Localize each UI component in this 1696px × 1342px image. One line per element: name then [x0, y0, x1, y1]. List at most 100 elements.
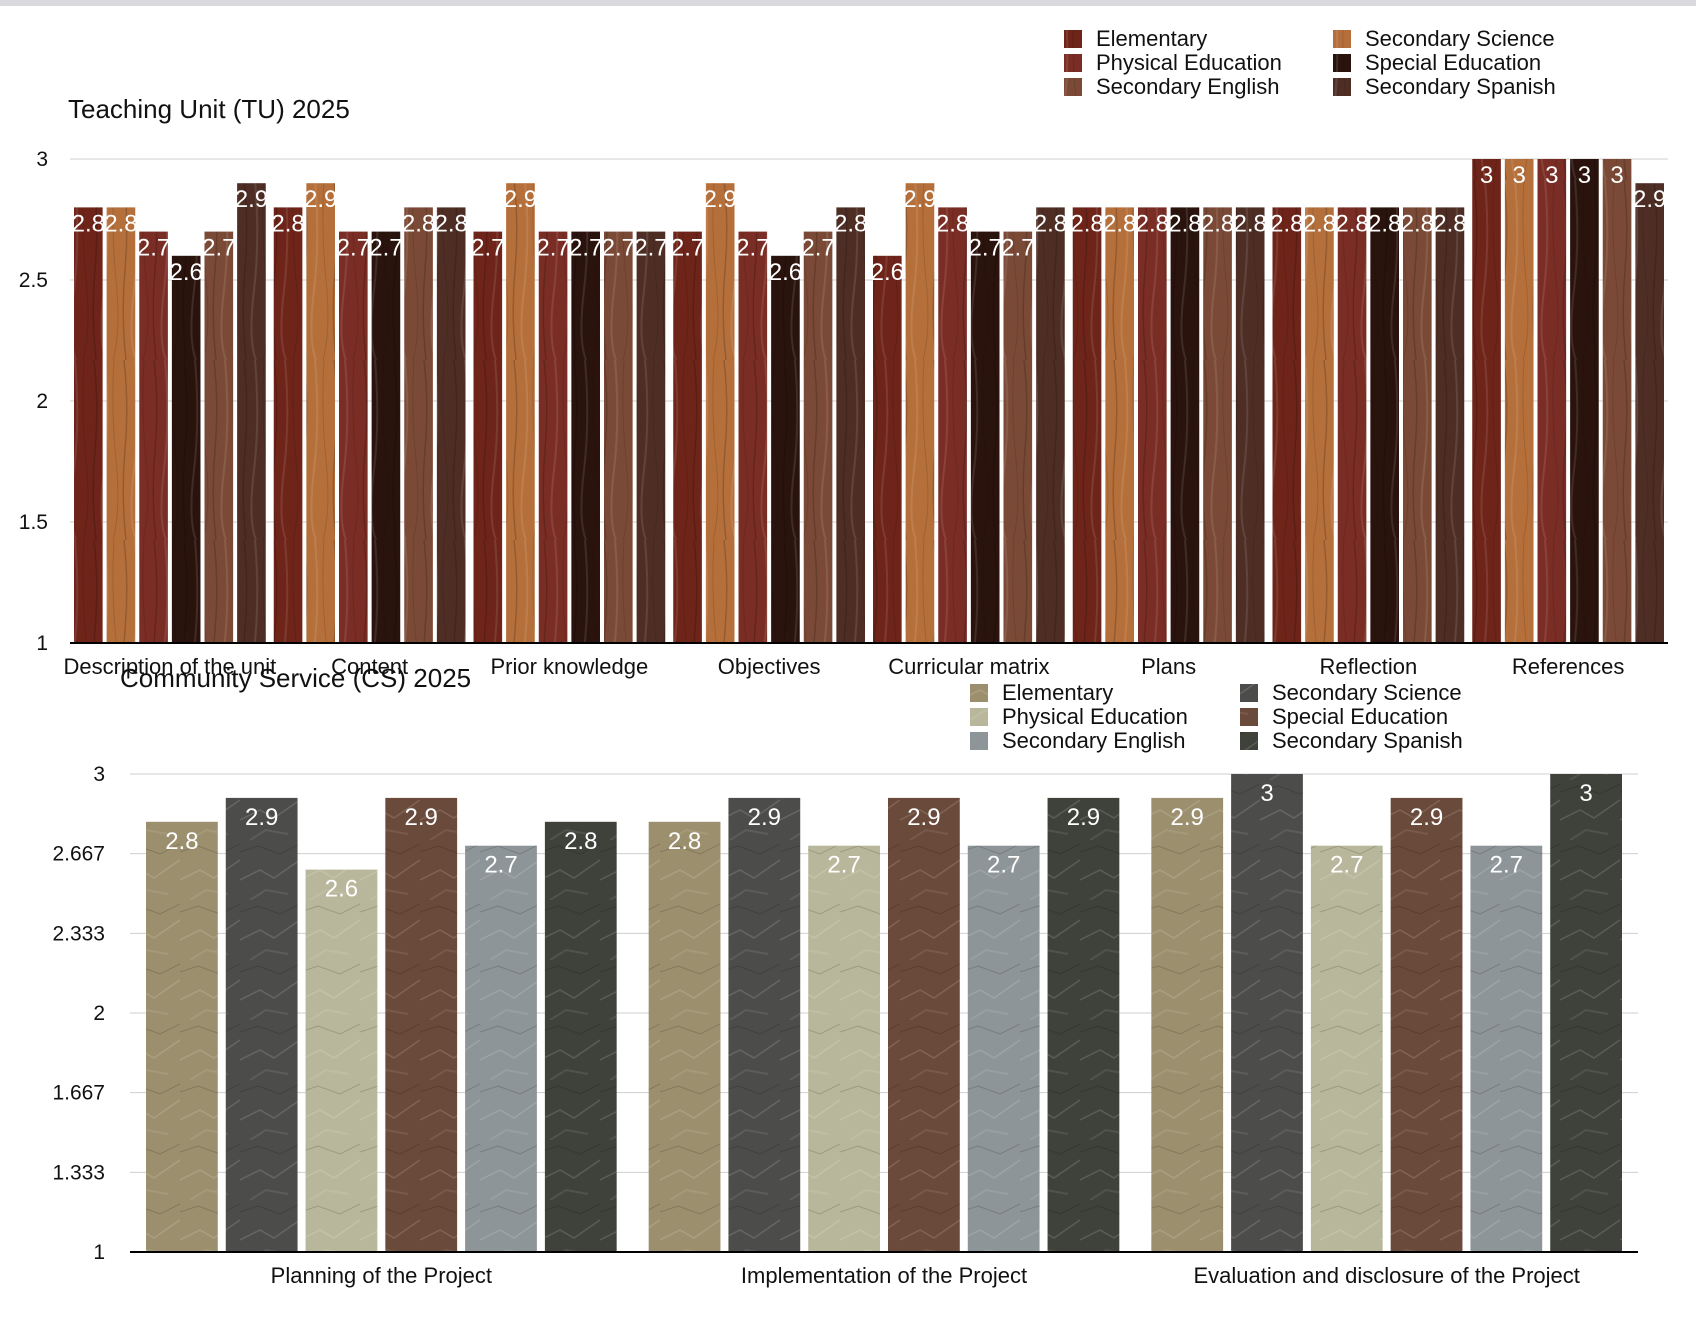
- cs-y-tick-label: 2: [93, 1002, 105, 1025]
- tu-bar-texture: [306, 183, 335, 643]
- tu-data-label: 2.8: [1136, 210, 1169, 237]
- window-top-border: [0, 0, 1696, 6]
- cs-bar-texture: [1390, 797, 1463, 1252]
- tu-data-label: 2.7: [969, 235, 1002, 262]
- tu-bar-texture: [404, 207, 433, 643]
- tu-data-label: 2.7: [337, 235, 370, 262]
- cs-bar-texture: [1231, 774, 1303, 1252]
- tu-legend-label: Secondary English: [1096, 74, 1279, 99]
- tu-data-label: 2.7: [471, 235, 504, 262]
- cs-bar-texture: [146, 821, 218, 1252]
- tu-y-tick-label: 2: [36, 390, 48, 413]
- tu-data-label: 2.8: [1168, 210, 1201, 237]
- cs-legend-label: Secondary Science: [1272, 680, 1462, 705]
- cs-x-tick-label: Implementation of the Project: [741, 1263, 1027, 1288]
- tu-data-label: 2.9: [504, 186, 537, 213]
- tu-bar-texture: [1170, 207, 1200, 643]
- cs-legend-swatch-texture: [970, 732, 988, 750]
- tu-data-label: 2.6: [871, 259, 904, 286]
- cs-bar-texture: [1310, 845, 1383, 1252]
- tu-bar-texture: [1504, 159, 1534, 643]
- tu-bar-texture: [273, 207, 303, 643]
- tu-y-tick-label: 1.5: [19, 511, 48, 534]
- tu-bar-texture: [473, 231, 503, 643]
- cs-y-tick-label: 3: [93, 763, 105, 786]
- tu-bar-texture: [705, 183, 735, 643]
- tu-bar-texture: [1305, 207, 1334, 643]
- tu-bar-texture: [171, 255, 201, 644]
- cs-data-label: 2.9: [907, 804, 940, 831]
- cs-bar-texture: [967, 845, 1040, 1252]
- tu-bar-texture: [1370, 207, 1399, 643]
- tu-x-tick-label: Description of the unit: [63, 654, 276, 679]
- tu-data-label: 2.7: [736, 235, 769, 262]
- cs-bar-texture: [225, 797, 298, 1252]
- tu-data-label: 2.8: [1368, 210, 1401, 237]
- tu-data-label: 2.8: [1270, 210, 1303, 237]
- tu-bar-texture: [803, 231, 833, 643]
- cs-legend-swatch-texture: [970, 684, 988, 702]
- tu-bar-texture: [1537, 159, 1567, 643]
- tu-data-label: 2.8: [1433, 210, 1466, 237]
- tu-bar-texture: [771, 255, 800, 644]
- tu-data-label: 2.7: [602, 235, 635, 262]
- tu-legend-swatch-texture: [1064, 78, 1082, 96]
- tu-legend-label: Physical Education: [1096, 50, 1282, 75]
- cs-bar-texture: [465, 845, 537, 1252]
- tu-bar-texture: [836, 207, 865, 643]
- tu-legend-label: Elementary: [1096, 26, 1207, 51]
- tu-bar-texture: [604, 231, 633, 643]
- tu-bar-texture: [1072, 207, 1102, 643]
- tu-data-label: 2.9: [304, 186, 337, 213]
- cs-data-label: 2.8: [564, 828, 597, 855]
- tu-data-label: 2.8: [936, 210, 969, 237]
- tu-data-label: 2.6: [769, 259, 802, 286]
- cs-bar-texture: [1047, 797, 1120, 1252]
- cs-y-tick-label: 2.667: [52, 843, 105, 866]
- tu-data-label: 2.9: [1633, 186, 1666, 213]
- tu-x-tick-label: Curricular matrix: [888, 654, 1049, 679]
- cs-legend-swatch-texture: [1240, 732, 1258, 750]
- cs-bar-texture: [1151, 797, 1224, 1252]
- tu-data-label: 2.8: [1034, 210, 1067, 237]
- cs-data-label: 2.7: [827, 852, 860, 879]
- cs-data-label: 2.9: [1171, 804, 1204, 831]
- tu-data-label: 2.8: [104, 210, 137, 237]
- cs-bar-texture: [648, 821, 721, 1252]
- tu-bar-texture: [571, 231, 600, 643]
- cs-data-label: 2.7: [484, 852, 517, 879]
- tu-bar-texture: [506, 183, 535, 643]
- tu-data-label: 2.7: [536, 235, 569, 262]
- tu-legend-label: Secondary Spanish: [1365, 74, 1556, 99]
- cs-chart: 1 1.333 1.667 2 2.333 2.667 3 2.8 2.9 2.6 2.9 2.7 2.…: [52, 680, 1638, 1288]
- tu-data-label: 3: [1578, 162, 1591, 189]
- tu-x-tick-label: Reflection: [1319, 654, 1417, 679]
- cs-bar-texture: [385, 797, 458, 1252]
- tu-bar-texture: [339, 231, 368, 643]
- tu-bar-texture: [1235, 207, 1265, 643]
- tu-x-tick-label: Objectives: [718, 654, 821, 679]
- tu-data-label: 2.7: [137, 235, 170, 262]
- tu-bar-texture: [873, 255, 902, 644]
- tu-bar-texture: [1403, 207, 1432, 643]
- cs-data-label: 2.9: [245, 804, 278, 831]
- tu-bar-texture: [538, 231, 568, 643]
- cs-data-label: 3: [1260, 780, 1273, 807]
- cs-data-label: 2.9: [1410, 804, 1443, 831]
- tu-bar-texture: [1138, 207, 1167, 643]
- tu-bar-texture: [1602, 159, 1632, 643]
- cs-legend-swatch-texture: [1240, 708, 1258, 726]
- tu-bar-texture: [1635, 183, 1664, 643]
- tu-legend-swatch-texture: [1064, 30, 1082, 48]
- cs-x-tick-label: Planning of the Project: [271, 1263, 492, 1288]
- tu-bar-texture: [1272, 207, 1302, 643]
- tu-data-label: 2.8: [1401, 210, 1434, 237]
- tu-data-label: 2.8: [1335, 210, 1368, 237]
- tu-y-tick-label: 3: [36, 148, 48, 171]
- tu-bar-texture: [1203, 207, 1232, 643]
- tu-data-label: 2.8: [1070, 210, 1103, 237]
- tu-bar-texture: [1337, 207, 1367, 643]
- cs-y-tick-label: 2.333: [52, 922, 105, 945]
